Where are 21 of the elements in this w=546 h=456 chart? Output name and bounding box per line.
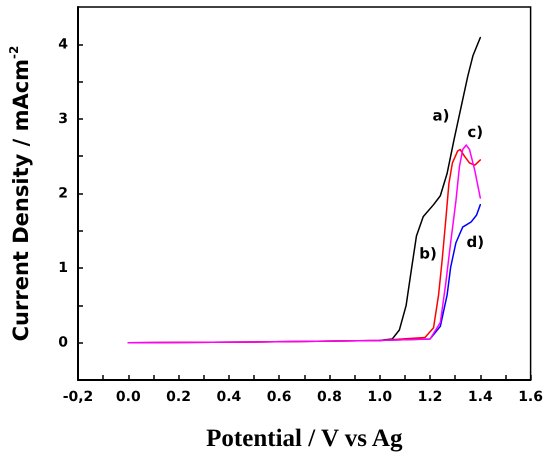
series-label: a) bbox=[432, 106, 450, 125]
series-label: d) bbox=[466, 232, 484, 251]
x-tick-label: 1.4 bbox=[468, 389, 493, 405]
x-tick-label: 1.6 bbox=[518, 389, 544, 405]
x-axis-title: Potential / V vs Ag bbox=[206, 425, 403, 452]
x-tick-label: -0,2 bbox=[62, 389, 94, 405]
y-tick-label: 0 bbox=[58, 334, 68, 351]
y-tick-label: 4 bbox=[58, 36, 68, 52]
series-label: c) bbox=[467, 123, 484, 142]
series-label: b) bbox=[419, 244, 437, 263]
x-tick-label: 0.2 bbox=[166, 389, 191, 405]
y-tick-label: 2 bbox=[58, 186, 68, 202]
x-tick-label: 0.6 bbox=[266, 389, 292, 405]
x-tick-label: 1.2 bbox=[418, 389, 442, 405]
y-axis-title: Current Density / mAcm-2 bbox=[7, 46, 33, 342]
y-tick-label: 1 bbox=[58, 260, 68, 276]
x-tick-label: 1.0 bbox=[367, 389, 392, 405]
y-tick-label: 3 bbox=[58, 110, 68, 127]
x-tick-label: 0.4 bbox=[216, 389, 242, 405]
x-tick-label: 0.8 bbox=[317, 389, 342, 405]
x-tick-label: 0.0 bbox=[116, 389, 141, 405]
